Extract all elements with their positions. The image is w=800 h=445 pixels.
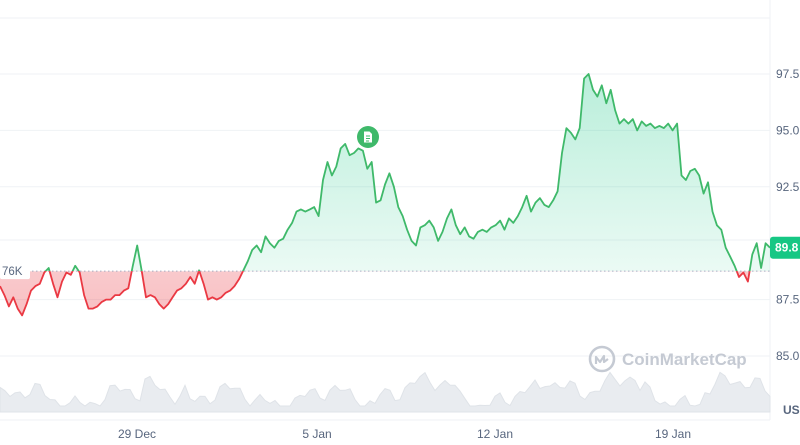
y-tick-label: 85.0 (776, 349, 800, 363)
y-tick-label: 95.0 (776, 123, 800, 137)
x-axis-ticks: 29 Dec 5 Jan 12 Jan 19 Jan (118, 427, 691, 441)
watermark-text: CoinMarketCap (622, 350, 747, 369)
coinmarketcap-logo-icon (588, 345, 616, 373)
y-axis-ticks: 97.5 95.0 92.5 87.5 85.0 (776, 67, 800, 363)
price-area-down (0, 271, 770, 316)
current-price-tag: 89.8 (770, 236, 800, 259)
price-line-up (44, 73, 770, 272)
currency-label: US (783, 403, 800, 417)
x-tick-label: 12 Jan (477, 427, 513, 441)
volume-area (0, 371, 771, 413)
x-tick-label: 5 Jan (302, 427, 331, 441)
price-area-up (45, 74, 770, 272)
news-marker[interactable] (357, 126, 379, 148)
current-price-text: 89.8 (775, 241, 799, 255)
price-line-down (0, 271, 751, 317)
document-icon (364, 131, 372, 143)
y-tick-label: 97.5 (776, 67, 800, 81)
reference-label: 76K (0, 263, 30, 280)
coinmarketcap-watermark: CoinMarketCap (588, 345, 747, 373)
x-tick-label: 29 Dec (118, 427, 156, 441)
x-tick-label: 19 Jan (655, 427, 691, 441)
y-tick-label: 92.5 (776, 180, 800, 194)
y-tick-label: 87.5 (776, 293, 800, 307)
reference-label-text: 76K (2, 266, 23, 278)
